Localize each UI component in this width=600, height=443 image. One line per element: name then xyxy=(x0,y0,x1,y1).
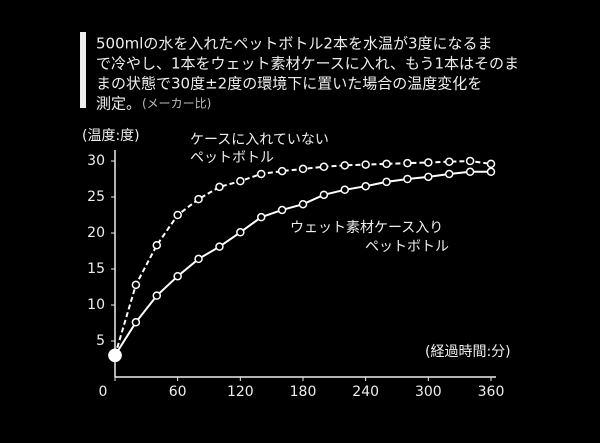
data-point xyxy=(173,271,182,281)
x-axis-label: (経過時間:分) xyxy=(425,344,511,360)
y-tick-label: 5 xyxy=(96,333,105,349)
description-line: で冷やし、1本をウェット素材ケースに入れ、もう1本はそのま xyxy=(96,55,519,73)
data-point xyxy=(319,190,329,200)
data-point xyxy=(424,172,433,182)
y-axis-label: (温度:度) xyxy=(82,128,140,144)
y-tick-label: 20 xyxy=(87,225,105,241)
data-point xyxy=(403,158,412,168)
annotation: ケースに入れていない xyxy=(190,132,329,148)
data-point xyxy=(298,199,308,209)
data-point xyxy=(152,291,162,300)
y-tick-label: 30 xyxy=(87,153,105,169)
x-tick-label: 60 xyxy=(169,384,187,400)
data-point xyxy=(215,182,224,192)
x-tick-label: 0 xyxy=(99,384,108,400)
data-point xyxy=(131,318,141,327)
description-line: まの状態で30度±2度の環境下に置いた場合の温度変化を xyxy=(96,75,482,93)
data-point xyxy=(277,205,287,215)
data-point xyxy=(382,177,391,187)
data-point xyxy=(194,194,203,204)
data-point xyxy=(340,185,350,195)
data-point xyxy=(236,228,245,237)
data-point xyxy=(403,174,412,184)
description-line: 500mlの水を入れたペットボトル2本を水温が3度になるま xyxy=(96,35,493,53)
data-point xyxy=(173,210,182,220)
data-point xyxy=(236,176,245,186)
data-point xyxy=(194,254,203,264)
y-tick-label: 25 xyxy=(87,189,105,205)
y-tick-label: 10 xyxy=(87,297,105,313)
data-point xyxy=(486,159,496,169)
data-point xyxy=(424,158,433,167)
x-tick-label: 120 xyxy=(227,384,254,400)
y-tick-label: 15 xyxy=(87,261,105,277)
header-bar xyxy=(80,32,86,108)
data-point xyxy=(444,169,454,179)
annotation: ペットボトル xyxy=(365,239,449,255)
annotation: ペットボトル xyxy=(190,150,274,166)
data-point xyxy=(465,156,475,166)
data-point xyxy=(465,167,475,177)
data-point xyxy=(340,161,350,170)
data-point xyxy=(382,159,391,169)
x-tick-label: 180 xyxy=(290,384,317,400)
data-point xyxy=(486,167,496,177)
data-point xyxy=(256,212,266,222)
data-point xyxy=(131,280,141,290)
x-tick-label: 300 xyxy=(415,384,442,400)
data-point xyxy=(152,240,162,250)
data-point xyxy=(361,160,370,169)
note: (メーカー比) xyxy=(142,97,211,111)
data-point xyxy=(319,162,329,172)
x-tick-label: 360 xyxy=(478,384,505,400)
data-point xyxy=(215,242,224,251)
data-point xyxy=(277,166,287,176)
data-point xyxy=(298,164,308,174)
data-point xyxy=(444,157,454,166)
description-line: 測定。 xyxy=(96,95,141,113)
data-point xyxy=(108,348,122,363)
data-point xyxy=(361,181,370,191)
annotation: ウェット素材ケース入り xyxy=(290,220,443,236)
x-tick-label: 240 xyxy=(352,384,379,400)
data-point xyxy=(256,169,266,179)
